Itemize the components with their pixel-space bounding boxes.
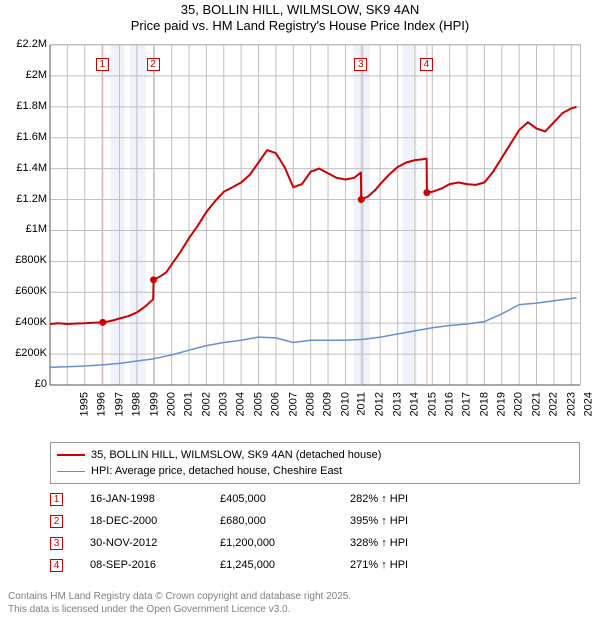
x-tick-label: 2023 <box>565 392 577 416</box>
sale-date: 16-JAN-1998 <box>90 493 220 505</box>
x-tick-label: 2002 <box>200 392 212 416</box>
y-tick-label: £1.2M <box>2 193 47 205</box>
x-tick-label: 2020 <box>513 392 525 416</box>
sale-date: 30-NOV-2012 <box>90 537 220 549</box>
y-tick-label: £1.8M <box>2 100 47 112</box>
sale-row: 1 16-JAN-1998£405,000282% ↑ HPI <box>50 488 490 510</box>
legend-item: HPI: Average price, detached house, Ches… <box>57 463 573 479</box>
x-tick-label: 2009 <box>322 392 334 416</box>
sale-flag-3: 3 <box>354 58 367 71</box>
sale-marker-4: 4 <box>50 559 63 572</box>
x-tick-label: 2019 <box>496 392 508 416</box>
sale-vs-hpi: 271% ↑ HPI <box>350 559 490 571</box>
x-tick-label: 2022 <box>548 392 560 416</box>
sale-marker-3: 3 <box>50 537 63 550</box>
x-tick-label: 1995 <box>78 392 90 416</box>
sale-price: £405,000 <box>220 493 350 505</box>
x-tick-label: 2007 <box>287 392 299 416</box>
footer-line-2: This data is licensed under the Open Gov… <box>8 604 351 617</box>
x-tick-label: 2010 <box>339 392 351 416</box>
x-tick-label: 2004 <box>235 392 247 416</box>
x-tick-label: 1996 <box>96 392 108 416</box>
x-tick-label: 2021 <box>530 392 542 416</box>
title-line-2: Price paid vs. HM Land Registry's House … <box>0 18 600 34</box>
y-tick-label: £800K <box>2 254 47 266</box>
x-tick-label: 2001 <box>183 392 195 416</box>
sales-table: 1 16-JAN-1998£405,000282% ↑ HPI 2 18-DEC-20… <box>50 488 490 576</box>
y-tick-label: £400K <box>2 316 47 328</box>
x-tick-label: 2003 <box>218 392 230 416</box>
sale-flag-2: 2 <box>147 58 160 71</box>
x-tick-label: 2024 <box>582 392 594 416</box>
y-tick-label: £1.6M <box>2 131 47 143</box>
x-tick-label: 2018 <box>478 392 490 416</box>
x-tick-label: 2014 <box>409 392 421 416</box>
y-tick-label: £1M <box>2 223 47 235</box>
sale-vs-hpi: 282% ↑ HPI <box>350 493 490 505</box>
figure-container: 35, BOLLIN HILL, WILMSLOW, SK9 4AN Price… <box>0 0 600 620</box>
title-line-1: 35, BOLLIN HILL, WILMSLOW, SK9 4AN <box>0 2 600 18</box>
sale-row: 3 30-NOV-2012£1,200,000328% ↑ HPI <box>50 532 490 554</box>
sale-price: £1,245,000 <box>220 559 350 571</box>
x-tick-label: 2013 <box>391 392 403 416</box>
footer-line-1: Contains HM Land Registry data © Crown c… <box>8 591 351 604</box>
sale-row: 2 18-DEC-2000£680,000395% ↑ HPI <box>50 510 490 532</box>
sale-marker-2: 2 <box>50 515 63 528</box>
legend-item: 35, BOLLIN HILL, WILMSLOW, SK9 4AN (deta… <box>57 447 573 463</box>
x-tick-label: 2008 <box>304 392 316 416</box>
y-tick-label: £600K <box>2 285 47 297</box>
x-tick-label: 1997 <box>113 392 125 416</box>
sale-date: 08-SEP-2016 <box>90 559 220 571</box>
sale-vs-hpi: 328% ↑ HPI <box>350 537 490 549</box>
sale-date: 18-DEC-2000 <box>90 515 220 527</box>
x-tick-label: 2015 <box>426 392 438 416</box>
y-tick-label: £200K <box>2 347 47 359</box>
chart-svg <box>50 45 580 385</box>
y-tick-label: £0 <box>2 378 47 390</box>
chart-plot-area <box>50 44 581 385</box>
x-tick-label: 2000 <box>165 392 177 416</box>
x-tick-label: 2017 <box>461 392 473 416</box>
sale-marker-1: 1 <box>50 493 63 506</box>
sale-flag-1: 1 <box>96 58 109 71</box>
title-block: 35, BOLLIN HILL, WILMSLOW, SK9 4AN Price… <box>0 2 600 35</box>
legend-box: 35, BOLLIN HILL, WILMSLOW, SK9 4AN (deta… <box>50 442 580 484</box>
sale-price: £680,000 <box>220 515 350 527</box>
x-tick-label: 1999 <box>148 392 160 416</box>
y-tick-label: £1.4M <box>2 162 47 174</box>
footer-attribution: Contains HM Land Registry data © Crown c… <box>8 591 351 616</box>
y-tick-label: £2M <box>2 69 47 81</box>
x-tick-label: 2006 <box>270 392 282 416</box>
legend-label: 35, BOLLIN HILL, WILMSLOW, SK9 4AN (deta… <box>91 449 381 461</box>
x-tick-label: 2016 <box>443 392 455 416</box>
y-tick-label: £2.2M <box>2 38 47 50</box>
sale-vs-hpi: 395% ↑ HPI <box>350 515 490 527</box>
x-tick-label: 1998 <box>131 392 143 416</box>
x-tick-label: 2005 <box>252 392 264 416</box>
legend-swatch <box>57 471 85 472</box>
x-tick-label: 2011 <box>356 392 368 416</box>
sale-flag-4: 4 <box>420 58 433 71</box>
sale-price: £1,200,000 <box>220 537 350 549</box>
legend-label: HPI: Average price, detached house, Ches… <box>91 465 342 477</box>
legend-swatch <box>57 454 85 456</box>
sale-row: 4 08-SEP-2016£1,245,000271% ↑ HPI <box>50 554 490 576</box>
x-tick-label: 2012 <box>374 392 386 416</box>
